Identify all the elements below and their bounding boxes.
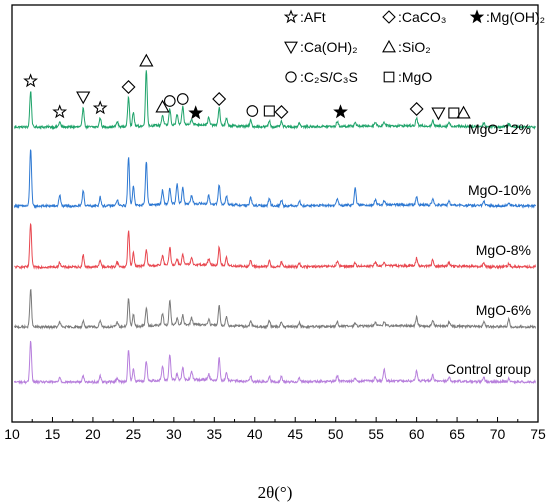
series-label: MgO-12% — [468, 121, 531, 137]
x-tick-label: 50 — [328, 426, 344, 442]
star-open-marker — [52, 104, 68, 119]
legend-label: :AFt — [300, 9, 326, 25]
series-label: Control group — [446, 361, 531, 377]
phase-legend: :AFt :CaCO₃ :Mg(OH)₂ :Ca(OH)₂ :SiO₂ :C₂S/C₃S:… — [283, 9, 545, 85]
x-tick-label: 55 — [368, 426, 384, 442]
legend-label: :Mg(OH)₂ — [486, 9, 545, 25]
triangle-up-open-marker — [456, 105, 471, 119]
series-label: MgO-6% — [476, 302, 531, 318]
x-tick-label: 25 — [126, 426, 142, 442]
legend-label: :SiO₂ — [398, 39, 431, 55]
circle-open-marker — [176, 93, 189, 105]
square-open-marker — [448, 107, 460, 119]
diamond-open-legend-symbol — [382, 10, 396, 24]
x-tick-label: 60 — [409, 426, 425, 442]
legend-label: :CaCO₃ — [398, 9, 447, 25]
star-open-legend-symbol — [283, 9, 299, 24]
legend-label: :Ca(OH)₂ — [300, 39, 358, 55]
star-filled-marker — [188, 105, 204, 120]
triangle-up-open-marker — [155, 99, 170, 113]
triangle-down-open-legend-symbol — [284, 41, 298, 55]
series-label: MgO-8% — [476, 242, 531, 258]
legend-label: :C₂S/C₃S — [300, 69, 358, 85]
circle-open-marker — [163, 95, 176, 107]
triangle-down-open-marker — [76, 91, 91, 105]
star-filled-marker — [333, 104, 348, 119]
legend-label: :MgO — [398, 69, 432, 85]
x-tick-label: 20 — [85, 426, 101, 442]
square-open-legend-symbol — [383, 71, 395, 83]
x-tick-label: 65 — [449, 426, 465, 442]
x-tick-label: 35 — [207, 426, 223, 442]
plot-frame — [11, 4, 539, 423]
diamond-open-marker — [212, 92, 227, 106]
x-tick-label: 15 — [45, 426, 61, 442]
series-layer: MgO-12% MgO-10% MgO-8% MgO-6% Control group — [13, 70, 537, 385]
triangle-up-open-legend-symbol — [382, 39, 396, 53]
x-tick-label: 75 — [530, 426, 546, 442]
series-line — [13, 289, 537, 330]
diamond-open-marker — [409, 102, 424, 116]
x-axis-title: 2θ(°) — [258, 483, 293, 502]
x-tick-label: 10 — [4, 426, 20, 442]
star-open-marker — [92, 100, 108, 115]
x-tick-label: 45 — [287, 426, 303, 442]
series-label: MgO-10% — [468, 182, 531, 198]
triangle-up-open-marker — [139, 53, 154, 67]
diamond-open-marker — [121, 80, 136, 94]
series-line — [13, 70, 537, 131]
diamond-open-marker — [274, 105, 289, 119]
x-tick-label: 70 — [490, 426, 506, 442]
x-tick-label: 40 — [247, 426, 263, 442]
circle-open-legend-symbol — [285, 71, 297, 83]
square-open-marker — [263, 105, 275, 117]
series-line — [13, 340, 537, 385]
phase-marker-layer — [23, 53, 471, 121]
x-tick-label: 30 — [166, 426, 182, 442]
star-open-marker — [23, 73, 38, 88]
series-line — [14, 222, 537, 270]
x-axis-ticks: 10 15 20 25 30 35 40 45 50 55 60 65 70 75 — [4, 417, 546, 442]
circle-open-marker — [246, 105, 259, 117]
triangle-down-open-marker — [431, 107, 446, 121]
star-filled-legend-symbol — [469, 9, 485, 24]
series-line — [13, 149, 537, 210]
